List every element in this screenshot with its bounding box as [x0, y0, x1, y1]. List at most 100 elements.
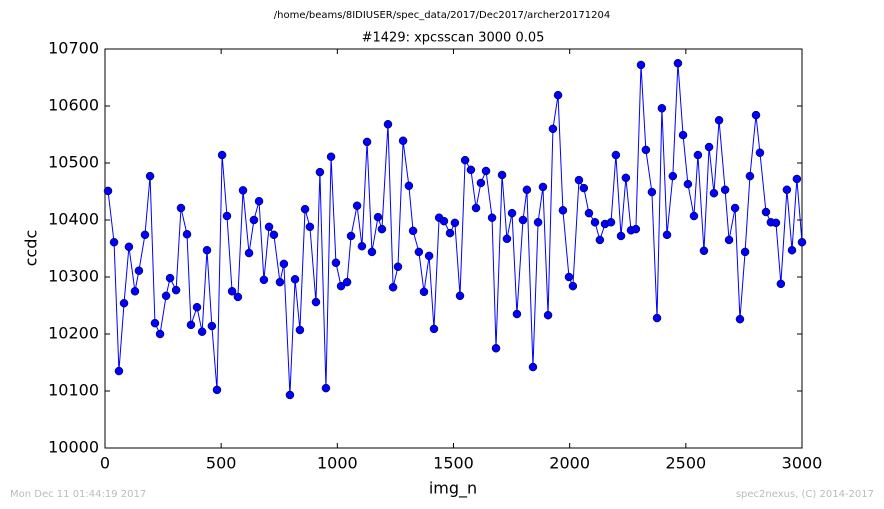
- data-point: [150, 318, 160, 328]
- data-point: [740, 247, 750, 257]
- data-point: [140, 230, 150, 240]
- data-point: [419, 287, 429, 297]
- data-point: [538, 182, 548, 192]
- data-point: [212, 385, 222, 395]
- y-tick-label: 10100: [48, 381, 99, 400]
- chart-title: #1429: xpcsscan 3000 0.05: [362, 31, 545, 46]
- data-point: [357, 241, 367, 251]
- data-point: [683, 179, 693, 189]
- data-point: [254, 196, 264, 206]
- data-point: [704, 142, 714, 152]
- data-point: [217, 150, 227, 160]
- data-point: [346, 231, 356, 241]
- data-point: [145, 171, 155, 181]
- data-point: [657, 104, 667, 113]
- data-point: [491, 344, 501, 353]
- data-point: [165, 273, 175, 283]
- x-tick-label: 2500: [665, 454, 706, 473]
- footer-left: Mon Dec 11 01:44:19 2017: [10, 489, 146, 500]
- data-point: [300, 204, 310, 214]
- data-point: [548, 124, 558, 134]
- data-point: [558, 206, 568, 215]
- data-point: [720, 185, 730, 195]
- y-tick-label: 10300: [48, 267, 99, 286]
- data-point: [336, 281, 346, 291]
- data-point: [134, 266, 144, 275]
- data-point: [553, 90, 563, 100]
- data-point: [424, 251, 434, 261]
- data-point: [290, 275, 300, 284]
- data-point: [259, 275, 269, 285]
- data-point: [398, 136, 408, 146]
- data-point: [233, 292, 243, 302]
- data-point: [543, 310, 553, 320]
- y-tick-label: 10700: [48, 39, 99, 58]
- data-point: [487, 213, 497, 222]
- data-point: [109, 237, 119, 247]
- data-point: [641, 145, 651, 155]
- data-point: [518, 215, 528, 225]
- data-point: [787, 245, 797, 255]
- data-point: [377, 224, 387, 234]
- data-point: [662, 230, 672, 240]
- x-tick-label: 1000: [317, 454, 358, 473]
- data-point: [171, 285, 181, 295]
- data-point: [621, 173, 631, 183]
- data-point: [244, 248, 254, 258]
- data-point: [342, 277, 352, 287]
- data-point: [574, 175, 584, 185]
- data-point: [119, 298, 129, 308]
- data-point: [124, 242, 134, 252]
- data-point: [429, 324, 439, 334]
- data-point: [238, 186, 248, 195]
- y-tick-label: 10400: [48, 210, 99, 229]
- data-point: [751, 110, 761, 120]
- data-point: [564, 272, 574, 282]
- y-axis-label: ccdc: [22, 230, 41, 267]
- data-point: [408, 226, 418, 236]
- data-point: [730, 203, 740, 213]
- data-point: [735, 314, 745, 324]
- data-point: [249, 215, 259, 225]
- data-point: [388, 283, 398, 292]
- data-point: [460, 155, 470, 165]
- data-point: [745, 171, 755, 181]
- y-tick-label: 10000: [48, 438, 99, 457]
- data-point: [714, 116, 724, 125]
- data-point: [636, 60, 646, 70]
- data-point: [275, 277, 285, 287]
- data-point: [114, 366, 124, 376]
- data-point: [528, 362, 538, 372]
- data-point: [305, 222, 315, 232]
- data-point: [481, 166, 491, 176]
- data-point: [186, 320, 196, 330]
- data-point: [512, 309, 522, 319]
- data-point: [326, 152, 336, 161]
- data-point: [182, 230, 192, 239]
- y-tick-label: 10200: [48, 324, 99, 343]
- data-point: [761, 207, 771, 217]
- data-point: [315, 167, 325, 177]
- data-point: [207, 321, 217, 331]
- data-point: [476, 178, 486, 188]
- data-point: [584, 208, 594, 218]
- data-point: [678, 130, 688, 140]
- data-point: [782, 185, 792, 195]
- data-point: [724, 235, 734, 245]
- data-point: [689, 211, 699, 221]
- data-point: [264, 222, 274, 232]
- x-tick-label: 0: [100, 454, 110, 473]
- data-point: [285, 390, 295, 400]
- x-tick-label: 500: [206, 454, 237, 473]
- data-point: [373, 212, 383, 222]
- data-point: [792, 174, 802, 184]
- data-point: [295, 325, 305, 335]
- data-point: [176, 203, 186, 213]
- data-point: [202, 245, 212, 255]
- data-point: [311, 297, 321, 307]
- data-point: [362, 137, 372, 147]
- data-point: [227, 287, 237, 296]
- data-point: [414, 247, 424, 257]
- data-point: [568, 281, 578, 291]
